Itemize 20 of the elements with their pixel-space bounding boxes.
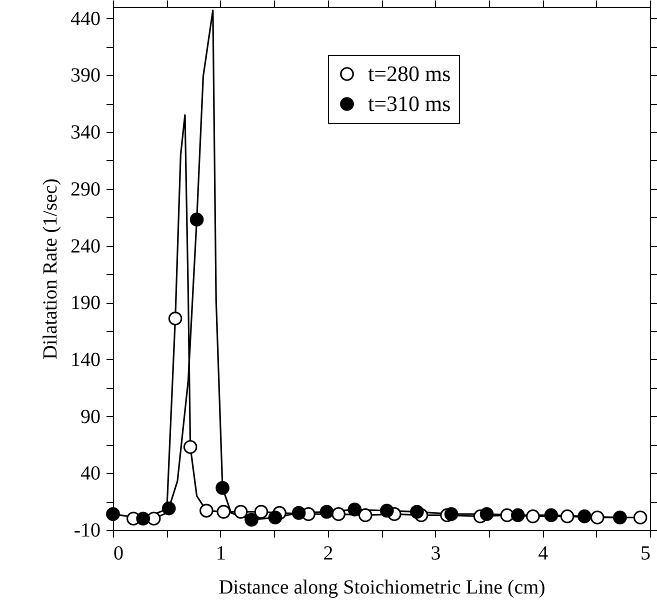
x-tick-label: 3 bbox=[430, 542, 441, 564]
legend-label: t=280 ms bbox=[368, 61, 451, 86]
x-tick-label: 1 bbox=[216, 542, 226, 564]
x-axis-title: Distance along Stoichiometric Line (cm) bbox=[218, 576, 546, 598]
y-tick-label: 340 bbox=[70, 122, 100, 144]
y-tick-label: 140 bbox=[70, 348, 100, 371]
y-tick-label: 390 bbox=[70, 64, 100, 87]
x-tick-label: 5 bbox=[640, 542, 650, 564]
y-tick-label: 40 bbox=[80, 462, 100, 485]
y-tick-label: 240 bbox=[70, 235, 100, 258]
x-tick-label: 4 bbox=[538, 542, 548, 564]
y-tick-label: 190 bbox=[70, 292, 100, 314]
y-axis-title: Dilatation Rate (1/sec) bbox=[40, 178, 62, 360]
y-tick-label: 440 bbox=[70, 8, 100, 30]
legend-label: t=310 ms bbox=[368, 91, 451, 116]
y-tick-label: -10 bbox=[74, 520, 100, 542]
x-tick-label: 0 bbox=[114, 542, 124, 564]
x-tick-label: 2 bbox=[323, 542, 334, 564]
y-tick-label: 290 bbox=[70, 178, 100, 200]
y-tick-label: 90 bbox=[80, 406, 100, 428]
